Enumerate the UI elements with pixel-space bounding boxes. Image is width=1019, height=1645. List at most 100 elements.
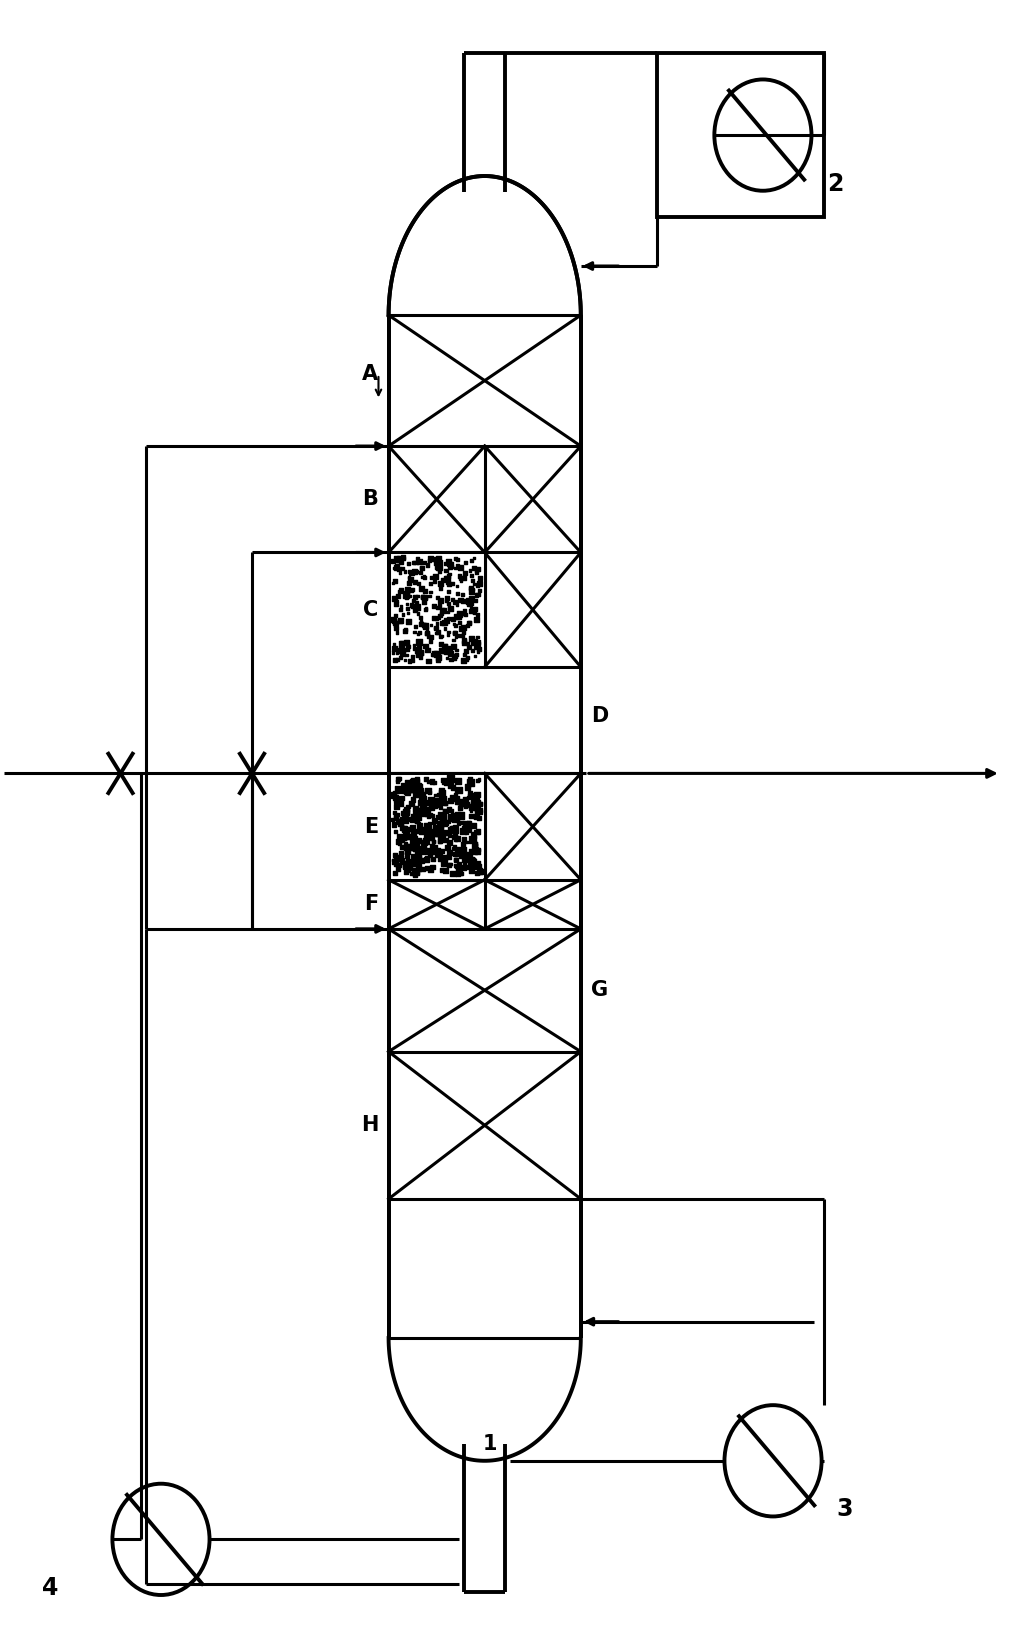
Point	[418, 765, 434, 791]
Point	[432, 846, 448, 872]
Point	[412, 834, 428, 860]
Point	[410, 638, 426, 665]
Point	[416, 564, 432, 591]
Point	[453, 818, 470, 844]
Point	[410, 854, 426, 880]
Point	[432, 801, 448, 827]
Point	[445, 813, 462, 839]
Point	[413, 609, 429, 635]
Point	[446, 834, 463, 860]
Point	[426, 819, 442, 846]
Point	[415, 837, 431, 864]
Point	[409, 836, 425, 862]
Point	[387, 602, 404, 628]
Point	[439, 566, 455, 592]
Point	[427, 816, 443, 842]
Point	[460, 591, 476, 617]
Point	[445, 633, 462, 660]
Point	[397, 834, 414, 860]
Point	[406, 857, 422, 883]
Point	[386, 780, 403, 806]
Point	[420, 648, 436, 674]
Point	[467, 643, 483, 670]
Point	[431, 558, 447, 584]
Point	[426, 640, 442, 666]
Point	[462, 780, 478, 806]
Point	[429, 790, 445, 816]
Point	[424, 824, 440, 850]
Point	[446, 620, 463, 646]
Point	[428, 546, 444, 572]
Point	[414, 796, 430, 822]
Point	[388, 806, 405, 832]
Point	[397, 630, 414, 656]
Point	[406, 549, 422, 576]
Point	[391, 831, 408, 857]
Point	[408, 549, 424, 576]
Point	[454, 814, 471, 841]
Point	[430, 604, 446, 630]
Point	[415, 795, 431, 821]
Point	[412, 837, 428, 864]
Point	[427, 793, 443, 819]
Point	[455, 855, 472, 882]
Point	[441, 571, 458, 597]
Point	[398, 780, 415, 806]
Point	[440, 563, 457, 589]
Point	[472, 791, 488, 818]
Point	[469, 572, 485, 599]
Point	[431, 809, 447, 836]
Point	[423, 768, 439, 795]
Point	[384, 569, 400, 595]
Point	[429, 594, 445, 620]
Point	[430, 640, 446, 666]
Point	[429, 584, 445, 610]
Point	[472, 791, 488, 818]
Point	[450, 622, 467, 648]
Point	[394, 772, 411, 798]
Point	[387, 646, 404, 673]
Point	[389, 808, 406, 834]
Point	[397, 798, 414, 824]
Point	[410, 642, 426, 668]
Point	[409, 582, 425, 609]
Point	[447, 847, 464, 873]
Point	[442, 816, 459, 842]
Point	[405, 587, 421, 614]
Point	[470, 635, 486, 661]
Point	[395, 816, 412, 842]
Point	[450, 776, 467, 803]
Text: 3: 3	[836, 1497, 853, 1522]
Point	[431, 548, 447, 574]
Point	[407, 849, 423, 875]
Point	[408, 832, 424, 859]
Point	[409, 808, 425, 834]
Point	[471, 566, 487, 592]
Point	[417, 577, 433, 604]
Point	[394, 776, 411, 803]
Point	[470, 633, 486, 660]
Point	[432, 602, 448, 628]
Point	[415, 836, 431, 862]
Point	[386, 860, 403, 887]
Point	[390, 852, 407, 878]
Point	[411, 630, 427, 656]
Point	[420, 816, 436, 842]
Point	[429, 554, 445, 581]
Point	[396, 646, 413, 673]
Point	[417, 584, 433, 610]
Point	[454, 600, 471, 627]
Point	[447, 781, 464, 808]
Point	[457, 549, 473, 576]
Point	[431, 602, 447, 628]
Point	[408, 834, 424, 860]
Point	[388, 778, 405, 804]
Point	[389, 842, 406, 869]
Point	[437, 846, 453, 872]
Point	[440, 551, 457, 577]
Point	[438, 638, 454, 665]
Point	[455, 559, 472, 586]
Point	[401, 822, 418, 849]
Point	[430, 645, 446, 671]
Point	[434, 803, 450, 829]
